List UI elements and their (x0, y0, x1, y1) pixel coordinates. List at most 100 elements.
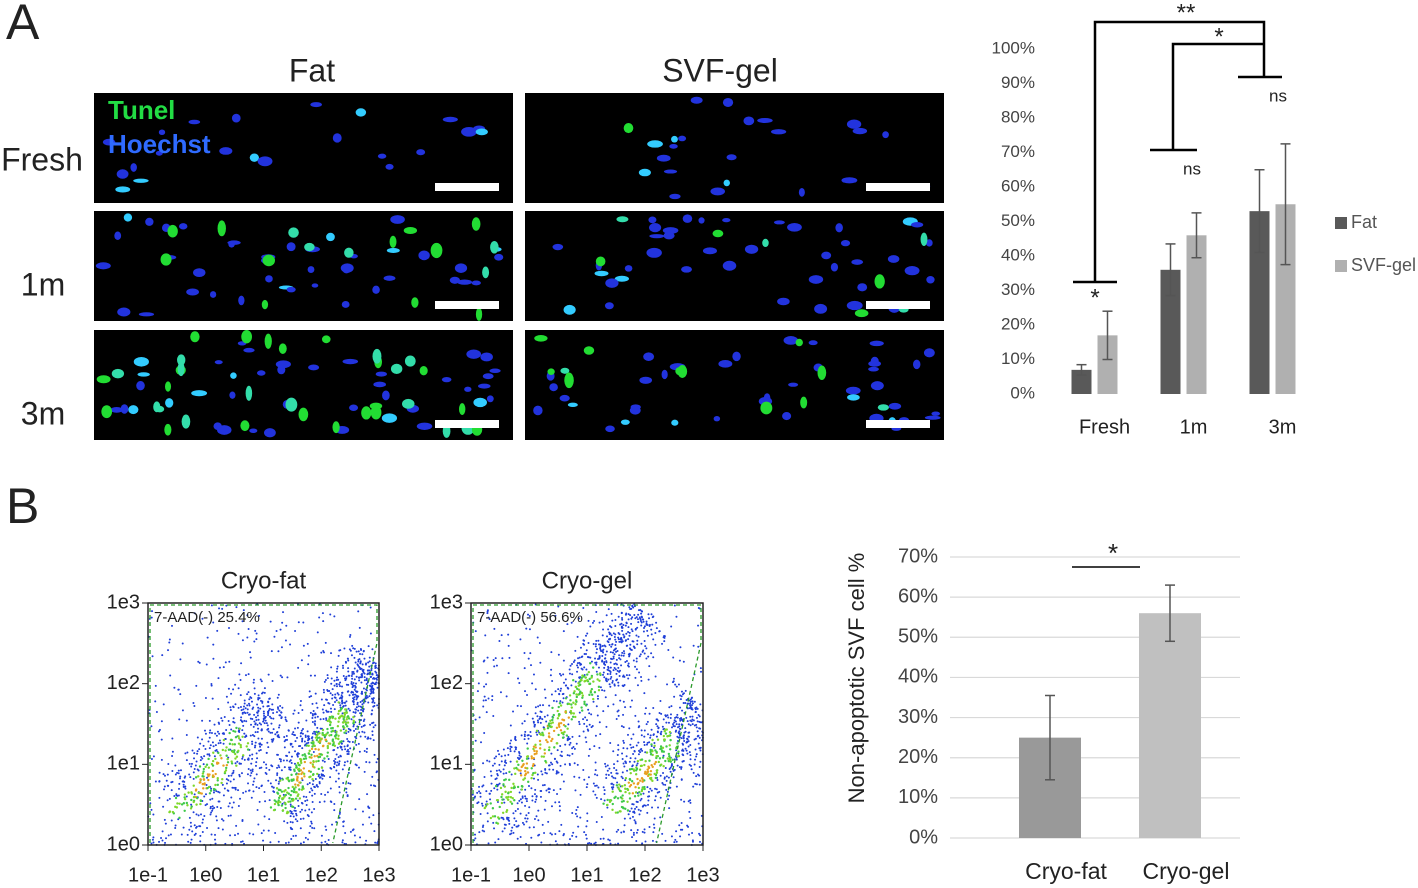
flow-dot (323, 800, 326, 803)
flow-dot (353, 667, 356, 670)
flow-dot (566, 754, 569, 757)
flow-dot (532, 720, 535, 723)
flow-dot (373, 753, 376, 756)
flow-dot (372, 691, 375, 694)
nucleus (552, 243, 564, 251)
flow-dot (575, 687, 579, 690)
tunel-cell (304, 242, 315, 252)
flow-dot (180, 833, 183, 836)
flow-dot (163, 774, 166, 777)
flow-dot (549, 832, 552, 835)
nucleus (671, 135, 678, 143)
flow-dot (687, 740, 690, 743)
flow-dot (315, 702, 318, 705)
flow-dot (204, 765, 207, 769)
flow-dot (481, 825, 484, 828)
y-tick-label: 10% (1001, 349, 1035, 368)
flow-dot (587, 670, 591, 674)
flow-dot (355, 698, 358, 701)
flow-dot (350, 680, 353, 683)
flow-dot (228, 802, 231, 805)
flow-dot (645, 620, 648, 623)
flow-dot (310, 737, 313, 740)
flow-dot (352, 698, 355, 701)
flow-dot (512, 710, 515, 713)
flow-dot (582, 730, 585, 733)
flow-dot (310, 756, 313, 759)
flow-dot (239, 694, 242, 697)
nucleus (286, 242, 296, 252)
flow-dot (320, 793, 323, 796)
flow-dot (171, 810, 175, 814)
flow-dot (499, 691, 502, 694)
flow-dot (316, 631, 319, 634)
flow-dot (322, 651, 325, 654)
flow-dot (373, 677, 376, 680)
flow-dot (170, 819, 173, 822)
flow-dot (311, 800, 314, 803)
flow-dot (292, 731, 295, 734)
flow-dot (562, 673, 565, 676)
flow-dot (575, 809, 578, 812)
flow-dot (632, 782, 636, 785)
flow-dot (557, 771, 560, 774)
flow-dot (566, 623, 569, 626)
flow-dot (154, 700, 157, 703)
flow-dot (694, 782, 697, 785)
flow-dot (681, 753, 684, 756)
flow-dot (680, 737, 683, 740)
flow-dot (641, 749, 644, 752)
flow-dot (370, 822, 373, 825)
flow-dot (526, 694, 529, 697)
flow-dot (326, 746, 330, 750)
stain-label: Hoechst (108, 129, 211, 159)
flow-dot (633, 795, 637, 798)
flow-dot (500, 760, 503, 763)
flow-dot (239, 745, 243, 749)
nucleus (732, 351, 741, 362)
flow-dot (664, 732, 668, 735)
flow-dot (568, 743, 571, 746)
nucleus (647, 140, 663, 148)
flow-dot (637, 726, 640, 729)
flow-dot (676, 726, 679, 729)
flow-dot (341, 748, 344, 751)
flow-dot (158, 796, 161, 799)
flow-dot (565, 734, 569, 737)
flow-dot (493, 665, 496, 668)
flow-dot (360, 676, 363, 679)
flow-dot (305, 719, 308, 722)
flow-dot (232, 769, 235, 772)
flow-dot (216, 629, 219, 632)
tunel-cell (285, 397, 298, 412)
flow-dot (667, 776, 670, 779)
flow-dot (203, 755, 206, 758)
flow-dot (474, 795, 477, 798)
flow-dot (301, 728, 304, 731)
flow-dot (623, 765, 626, 768)
row-label: 1m (21, 266, 65, 302)
flow-dot (503, 764, 506, 767)
flow-dot (525, 757, 529, 761)
flow-dot (617, 744, 620, 747)
flow-dot (154, 684, 157, 687)
flow-dot (335, 730, 338, 734)
flow-dot (663, 635, 666, 638)
flow-dot (281, 621, 284, 624)
nucleus (887, 255, 900, 263)
flow-dot (610, 626, 613, 629)
flow-dot (639, 809, 642, 812)
flow-dot (368, 660, 371, 663)
flow-dot (587, 708, 590, 711)
flow-dot (329, 707, 332, 710)
flow-dot (507, 672, 510, 675)
flow-dot (629, 705, 632, 708)
flow-dot (341, 701, 344, 704)
flow-dot (666, 757, 670, 760)
flow-dot (582, 639, 585, 642)
flow-dot (671, 681, 674, 684)
tunel-cell (795, 338, 803, 347)
flow-dot (333, 615, 336, 618)
flow-dot (654, 795, 657, 798)
